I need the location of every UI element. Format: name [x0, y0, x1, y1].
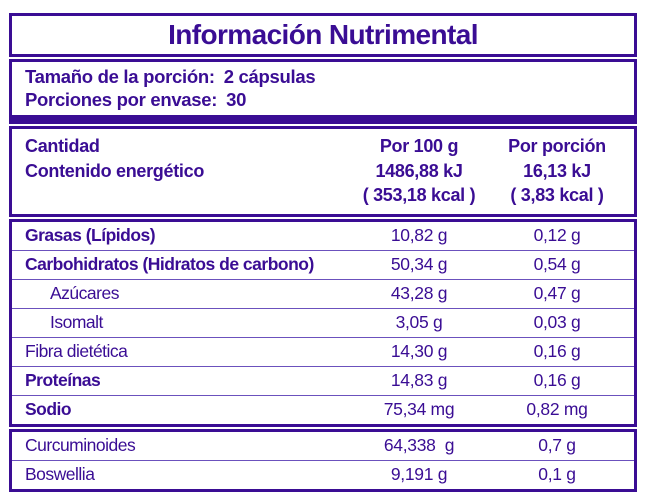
extra-rows-box: Curcuminoides 64,338 g 0,7 g Boswellia 9… [9, 428, 637, 492]
nutrient-per-portion: 0,82 mg [526, 399, 588, 419]
nutrient-name: Azúcares [50, 283, 119, 303]
nutrient-name: Grasas (Lípidos) [25, 225, 156, 245]
table-row-sodio: Sodio 75,34 mg 0,82 mg [12, 394, 634, 424]
table-row-boswellia: Boswellia 9,191 g 0,1 g [12, 459, 634, 489]
nutrient-name: Carbohidratos (Hidratos de carbono) [25, 254, 314, 274]
per-100g-column: Por 100 g 1486,88 kJ ( 353,18 kcal ) [358, 134, 480, 208]
servings-per-container-label: Porciones por envase: [25, 89, 218, 110]
nutrient-rows-box: Grasas (Lípidos) 10,82 g 0,12 g Carbohid… [9, 218, 637, 427]
servings-per-container-value: 30 [226, 89, 247, 110]
nutrient-per-portion: 0,47 g [533, 283, 581, 303]
per-portion-kcal: ( 3,83 kcal ) [510, 185, 604, 205]
nutrient-name: Proteínas [25, 370, 101, 390]
energy-label-column: Cantidad Contenido energético [12, 134, 358, 208]
table-row-fibra: Fibra dietética 14,30 g 0,16 g [12, 336, 634, 366]
table-row-isomalt: Isomalt 3,05 g 0,03 g [12, 307, 634, 337]
title-box: Información Nutrimental [9, 13, 637, 57]
serving-size-label: Tamaño de la porción: [25, 66, 215, 87]
per-100g-kj: 1486,88 kJ [375, 160, 463, 181]
amount-header: Cantidad [25, 136, 100, 156]
nutrient-per-100g: 3,05 g [395, 312, 443, 332]
nutrient-per-100g: 9,191 g [390, 464, 448, 484]
per-portion-column: Por porción 16,13 kJ ( 3,83 kcal ) [480, 134, 634, 208]
page-title: Información Nutrimental [168, 19, 478, 50]
nutrient-per-100g: 64,338 g [383, 435, 455, 455]
nutrient-per-100g: 43,28 g [390, 283, 448, 303]
nutrient-name: Isomalt [50, 312, 103, 332]
table-row-azucares: Azúcares 43,28 g 0,47 g [12, 278, 634, 308]
nutrient-per-portion: 0,16 g [533, 341, 581, 361]
nutrient-per-portion: 0,54 g [533, 254, 581, 274]
energy-label: Contenido energético [25, 160, 205, 181]
nutrient-per-100g: 50,34 g [390, 254, 448, 274]
nutrient-name: Curcuminoides [25, 435, 136, 455]
serving-size-value: 2 cápsulas [223, 66, 316, 87]
per-portion-kj: 16,13 kJ [523, 160, 591, 181]
per-100g-kcal: ( 353,18 kcal ) [362, 185, 476, 205]
servings-per-container-line: Porciones por envase: 30 [25, 88, 634, 111]
serving-info-box: Tamaño de la porción: 2 cápsulas Porcione… [9, 59, 637, 124]
nutrient-name: Sodio [25, 399, 72, 419]
nutrient-per-100g: 14,30 g [390, 341, 448, 361]
energy-header-box: Cantidad Contenido energético Por 100 g … [9, 126, 637, 217]
serving-size-line: Tamaño de la porción: 2 cápsulas [25, 65, 634, 88]
per-100g-header: Por 100 g [379, 136, 459, 156]
nutrient-per-portion: 0,03 g [533, 312, 581, 332]
nutrient-per-100g: 10,82 g [390, 225, 448, 245]
nutrient-per-portion: 0,16 g [533, 370, 581, 390]
per-portion-header: Por porción [508, 136, 606, 156]
table-row-curcuminoides: Curcuminoides 64,338 g 0,7 g [12, 432, 634, 460]
nutrient-per-portion: 0,12 g [533, 225, 581, 245]
nutrient-per-100g: 14,83 g [390, 370, 448, 390]
nutrient-per-100g: 75,34 mg [383, 399, 455, 419]
table-row-proteinas: Proteínas 14,83 g 0,16 g [12, 365, 634, 395]
nutrient-per-portion: 0,7 g [538, 435, 576, 455]
table-row-grasas: Grasas (Lípidos) 10,82 g 0,12 g [12, 222, 634, 250]
table-row-carbohidratos: Carbohidratos (Hidratos de carbono) 50,3… [12, 249, 634, 279]
nutrient-name: Fibra dietética [25, 341, 128, 361]
nutrient-per-portion: 0,1 g [538, 464, 576, 484]
nutrient-name: Boswellia [25, 464, 95, 484]
